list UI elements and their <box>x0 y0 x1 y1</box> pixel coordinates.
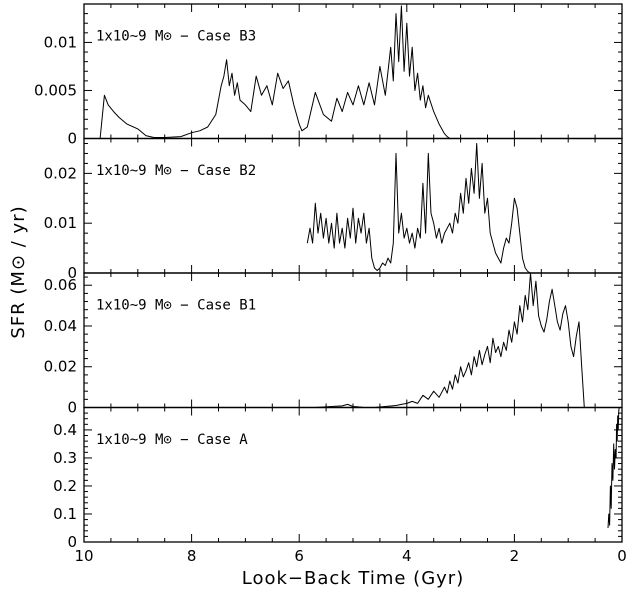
x-tick-label: 2 <box>510 547 520 565</box>
y-tick-label: 0.01 <box>44 214 77 232</box>
y-tick-label: 0 <box>67 264 77 282</box>
y-tick-label: 0.4 <box>53 421 77 439</box>
sfr-series-line <box>306 143 531 274</box>
panel-4: 0 0.1 0.2 0.3 0.4 1x10~9 M⊙ − Case A <box>53 406 623 551</box>
x-tick-label: 4 <box>402 547 412 565</box>
y-tick-label: 0.005 <box>34 81 77 99</box>
y-tick-label: 0.02 <box>44 358 77 376</box>
panel-3: 0 0.02 0.04 0.06 1x10~9 M⊙ − Case B1 <box>44 272 623 417</box>
panel-1: 0 0.005 0.01 1x10~9 M⊙ − Case B3 <box>34 3 623 148</box>
panel-label: 1x10~9 M⊙ − Case A <box>96 432 248 448</box>
y-tick-label: 0.2 <box>53 477 77 495</box>
y-tick-label: 0 <box>67 533 77 551</box>
x-tick-label: 0 <box>617 547 627 565</box>
panel-frame <box>83 3 623 140</box>
panels-group: 0 0.005 0.01 1x10~9 M⊙ − Case B3 0 0.01 0.02 1x… <box>34 3 623 551</box>
x-tick-label: 10 <box>74 547 93 565</box>
y-tick-label: 0 <box>67 130 77 148</box>
y-tick-label: 0.01 <box>44 33 77 51</box>
panel-label: 1x10~9 M⊙ − Case B2 <box>96 163 256 179</box>
y-tick-label: 0.3 <box>53 449 77 467</box>
x-tick-label: 8 <box>187 547 197 565</box>
x-axis-title: Look−Back Time (Gyr) <box>242 568 464 589</box>
y-tick-label: 0.04 <box>44 317 77 335</box>
x-axis: 10 8 6 4 2 0 <box>74 547 626 565</box>
y-tick-label: 0.1 <box>53 505 77 523</box>
x-tick-label: 6 <box>294 547 304 565</box>
y-tick-label: 0.06 <box>44 276 77 294</box>
panel-frame <box>83 406 623 543</box>
panel-2: 0 0.01 0.02 1x10~9 M⊙ − Case B2 <box>44 137 623 282</box>
sfr-series-line <box>607 407 620 529</box>
y-axis-title: SFR (M⊙ / yr) <box>8 205 29 338</box>
panel-frame <box>83 272 623 409</box>
y-tick-label: 0 <box>67 399 77 417</box>
panel-label: 1x10~9 M⊙ − Case B3 <box>96 28 256 44</box>
sfr-series-line <box>99 5 451 139</box>
y-tick-label: 0.02 <box>44 164 77 182</box>
panel-label: 1x10~9 M⊙ − Case B1 <box>96 297 256 313</box>
panel-frame <box>83 137 623 274</box>
sfr-series-line <box>315 272 585 408</box>
